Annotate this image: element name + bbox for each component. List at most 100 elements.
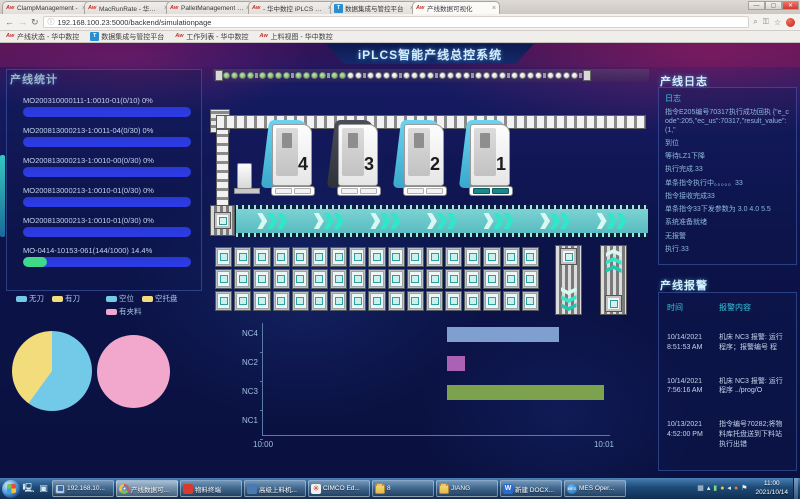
pallet-cell [483,291,501,311]
side-slider[interactable] [0,155,5,237]
tool-status-pie [12,331,92,411]
shield-icon[interactable]: ● [720,484,725,492]
chain-link [455,72,462,79]
bookmark-favicon-aw-icon: Aw [259,33,268,39]
flag-icon[interactable]: ⚑ [741,484,748,492]
show-desktop-button[interactable] [793,478,798,499]
machine-4[interactable]: 4 [260,120,315,196]
pallet-cell [310,291,329,311]
taskbar-button[interactable]: JIANG [436,480,498,497]
refresh-icon[interactable]: ↻ [31,17,39,27]
taskbar-button-label: 8 [387,485,391,492]
up-arrow-icon[interactable]: ▴ [706,484,711,492]
bookmark-item[interactable]: Aw 上料视图 - 华中数控 [259,32,332,42]
tab-close-icon[interactable]: × [491,4,496,12]
stat-label: MO200813000213-1:0010-00(0/30) 0% [23,156,154,165]
chain-link [555,72,562,79]
chain-link [355,72,362,79]
clock-date: 2021/10/14 [755,488,788,496]
taskbar-button-label: 高级上料机... [259,486,297,494]
tab-close-icon[interactable]: × [82,5,86,12]
machine-base [271,186,315,196]
extension-icon[interactable] [786,17,795,27]
machine-number: 3 [363,154,374,174]
tab-close-icon[interactable]: × [246,5,250,12]
maximize-button[interactable]: ▢ [765,1,782,10]
pallet-cell [349,247,367,267]
pallet-cell [349,269,367,289]
minimize-button[interactable]: — [748,1,765,10]
system-tray: ▦ ▴ ▮ ● ◂ ● ⚑ [694,485,750,493]
volume-icon[interactable]: ◂ [727,484,731,492]
gantt-bar [447,385,605,400]
log-entry: 指令接收完成33 [665,192,715,200]
pallet-cell-inner [504,293,518,309]
browser-tab[interactable]: Aw 产线数据可视化 × [412,1,500,14]
back-icon[interactable]: ← [5,17,14,27]
taskbar-button[interactable]: 产线数据可... [116,480,178,497]
gantt-y-tick [260,352,263,353]
keyboard-icon[interactable]: ▦ [697,484,704,492]
tool-chain [213,69,649,82]
taskbar-button[interactable]: MES MES Oper... [564,480,626,497]
url-bar-icons: ⌕ ⚿ ☆ [753,17,795,27]
start-button[interactable] [2,479,20,498]
taskbar-button[interactable]: 192.168.10... [52,480,114,497]
quick-launch-window-icon[interactable]: ▣ [39,483,48,493]
search-icon[interactable]: ⌕ [753,17,758,26]
taskbar-button[interactable]: W 新建 DOCX... [500,480,562,497]
bookmark-favicon-t-icon: T [90,32,100,41]
machine-base-segment [294,188,311,194]
chrome-icon [119,483,129,494]
battery-icon[interactable]: ▮ [713,484,718,492]
bookmark-item[interactable]: Aw 工作列表 - 华中数控 [175,32,248,42]
bookmark-star-icon[interactable]: ☆ [773,17,781,27]
pallet-cell-inner [255,271,269,287]
chevron-icon [323,213,334,229]
machine-panel [408,128,430,176]
chain-link [411,72,418,79]
browser-tab[interactable]: Aw- 华中数控 iPLCS 智能制× [248,1,336,14]
down-chevrons-icon [560,287,577,311]
bookmark-item[interactable]: Aw 产线状态 - 华中数控 [6,32,79,42]
taskbar: 🖳 ▣ 192.168.10... 产线数据可... 物料终端 高级上料机... ✳ CI… [0,478,800,499]
taskbar-button[interactable]: 8 [372,480,434,497]
taskbar-button[interactable]: ✳ CIMCO Ed... [308,480,370,497]
chain-link [283,72,290,79]
machine-3[interactable]: 3 [326,120,381,196]
machine-2[interactable]: 2 [392,120,447,196]
action-center-icon[interactable]: ● [733,484,739,492]
tab-close-icon[interactable]: × [164,5,168,12]
chain-link [427,72,434,79]
forward-icon[interactable]: → [18,17,27,27]
bookmark-label: 产线状态 - 华中数控 [17,33,80,41]
pallet-cell [521,247,539,267]
key-icon[interactable]: ⚿ [762,17,769,26]
machine-canvas: 4 3 2 1 [210,63,652,315]
chain-link [403,72,410,79]
taskbar-button[interactable]: 高级上料机... [244,480,306,497]
tab-close-icon[interactable]: × [410,5,414,12]
page-info-icon[interactable]: ⓘ [47,19,55,26]
legend-label: 有夹料 [119,307,142,316]
machine-base-segment [473,188,490,194]
chain-connector [471,73,474,78]
machine-body: 4 [272,124,312,186]
taskbar-button[interactable]: 物料终端 [180,480,242,497]
machine-1[interactable]: 1 [458,120,513,196]
bookmark-item[interactable]: T 数据集成与管控平台 [90,32,164,42]
tab-favicon-aw-icon: Aw [416,4,425,11]
pallet-cell [291,247,309,267]
tab-close-icon[interactable]: × [328,5,332,12]
quick-launch-display-icon[interactable]: 🖳 [22,482,35,493]
taskbar-clock[interactable]: 11:00 2021/10/14 [755,480,788,497]
chain-link [527,72,534,79]
stat-item: MO200813000213-1:0010-00(0/30) 0% [23,156,191,177]
address-input[interactable]: ⓘ 192.168.100.23:5000/backend/simulation… [42,16,750,28]
close-button[interactable]: ✕ [782,1,799,10]
machine-base [403,186,447,196]
